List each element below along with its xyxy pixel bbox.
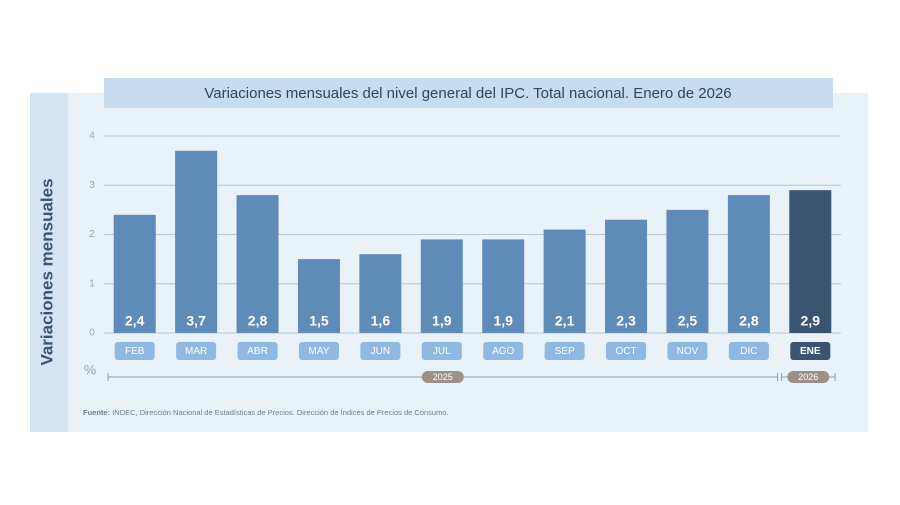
- bar: [789, 190, 832, 333]
- x-tick-label: ABR: [247, 346, 268, 357]
- value-label: 2,8: [248, 313, 268, 329]
- category-pill: [298, 342, 339, 360]
- y-tick-label: 1: [89, 278, 95, 289]
- title-box: [104, 78, 833, 108]
- category-pill: [728, 342, 769, 360]
- bar: [236, 195, 279, 333]
- category-pill: [421, 342, 462, 360]
- x-tick-label: SEP: [555, 346, 575, 357]
- year-pill: [787, 371, 830, 383]
- bar: [605, 219, 648, 333]
- x-tick-label: MAR: [185, 346, 207, 357]
- y-tick-label: 4: [89, 131, 95, 142]
- x-tick-label: FEB: [125, 346, 145, 357]
- x-tick-label: JUN: [371, 346, 390, 357]
- category-pill: [483, 342, 524, 360]
- y-unit: %: [84, 362, 96, 378]
- category-pill: [360, 342, 401, 360]
- value-label: 3,7: [186, 313, 206, 329]
- category-pill: [176, 342, 217, 360]
- chart-title: Variaciones mensuales del nivel general …: [204, 85, 731, 102]
- value-label: 2,8: [739, 313, 759, 329]
- y-tick-label: 2: [89, 229, 95, 240]
- category-pill: [237, 342, 278, 360]
- bar: [727, 195, 770, 333]
- value-label: 2,3: [616, 313, 636, 329]
- value-label: 1,6: [371, 313, 391, 329]
- value-label: 1,9: [432, 313, 452, 329]
- x-tick-label: NOV: [677, 346, 699, 357]
- category-pill: [667, 342, 708, 360]
- year-label: 2025: [433, 372, 453, 382]
- year-label: 2026: [798, 372, 818, 382]
- value-label: 2,4: [125, 313, 145, 329]
- category-pill: [790, 342, 831, 360]
- x-tick-label: AGO: [492, 346, 514, 357]
- side-strip: [30, 93, 68, 432]
- x-tick-label: JUL: [433, 346, 451, 357]
- bar: [359, 254, 402, 333]
- source: Fuente: INDEC, Dirección Nacional de Est…: [83, 408, 449, 417]
- y-axis-label: Variaciones mensuales: [37, 178, 56, 365]
- bar: [543, 229, 586, 333]
- bar: [482, 239, 525, 333]
- bar: [420, 239, 463, 333]
- category-pill: [606, 342, 647, 360]
- x-tick-label: ENE: [800, 346, 821, 357]
- bar: [666, 209, 709, 333]
- value-label: 1,9: [493, 313, 513, 329]
- x-tick-label: OCT: [615, 346, 636, 357]
- value-label: 2,5: [678, 313, 698, 329]
- value-label: 2,9: [801, 313, 821, 329]
- source-text: INDEC, Dirección Nacional de Estadística…: [112, 408, 448, 417]
- category-pill: [544, 342, 585, 360]
- bar: [175, 150, 218, 333]
- bar: [113, 214, 156, 333]
- category-pill: [114, 342, 155, 360]
- source-label: Fuente:: [83, 408, 110, 417]
- value-label: 2,1: [555, 313, 575, 329]
- y-tick-label: 0: [89, 328, 95, 339]
- x-tick-label: MAY: [308, 346, 329, 357]
- year-pill: [421, 371, 464, 383]
- bar: [297, 259, 340, 333]
- y-tick-label: 3: [89, 180, 95, 191]
- value-label: 1,5: [309, 313, 329, 329]
- x-tick-label: DIC: [740, 346, 757, 357]
